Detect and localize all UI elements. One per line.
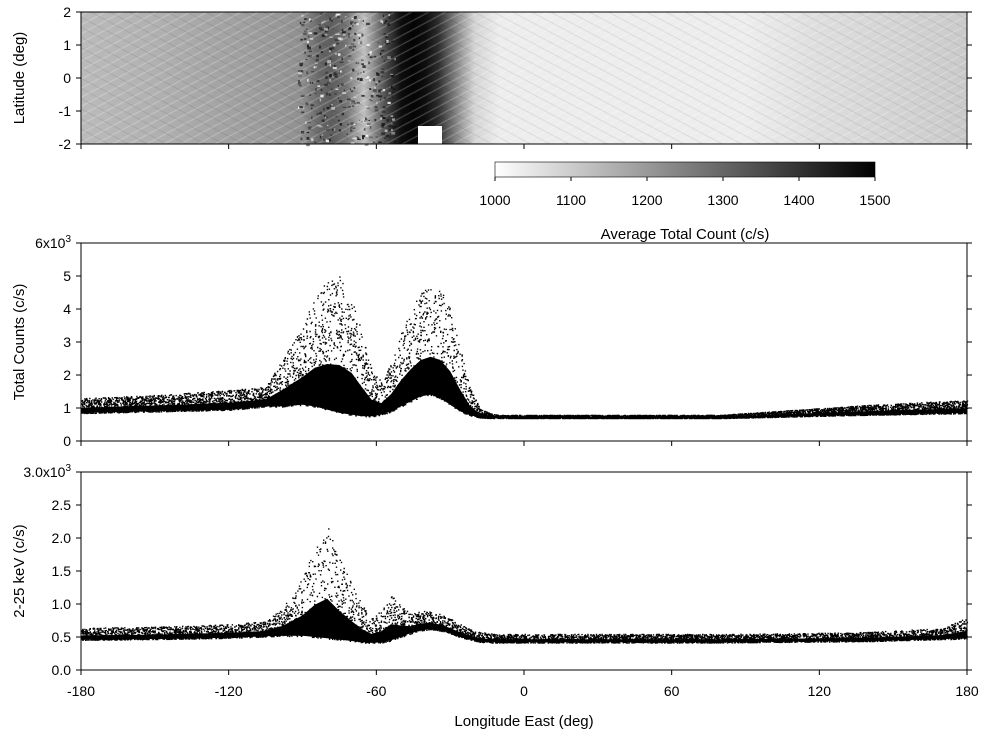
heatmap-y-tick-label: 2	[63, 4, 71, 20]
latitude-heatmap-panel: 2 1 0 -1 -2 Latitude (deg)	[11, 4, 972, 152]
x-tick-label: -120	[215, 683, 243, 699]
total-counts-panel: 0 1 2 3 4 5 6x103 Total Counts (c/s)	[11, 144, 972, 449]
heatmap-y-tick-label: 1	[63, 37, 71, 53]
energy-band-y-tick-label: 3.0x103	[23, 463, 71, 480]
heatmap-y-tick-label: -1	[59, 103, 72, 119]
colorbar-tick-label: 1200	[631, 192, 662, 208]
scatter-points	[81, 528, 968, 644]
total-counts-y-label: Total Counts (c/s)	[11, 284, 28, 401]
x-tick-label: 0	[520, 683, 528, 699]
energy-band-y-label: 2-25 keV (c/s)	[11, 524, 28, 617]
colorbar-tick-label: 1100	[556, 192, 586, 208]
energy-band-y-tick-label: 0.5	[52, 629, 72, 645]
energy-band-y-tick-exponent: 3	[65, 463, 71, 474]
heatmap-y-tick-label: 0	[63, 70, 71, 86]
colorbar-tick-label: 1500	[859, 192, 890, 208]
total-counts-y-tick-label: 0	[63, 433, 71, 449]
total-counts-y-tick-exponent: 3	[65, 234, 71, 245]
energy-band-y-tick-label: 1.0	[52, 596, 72, 612]
energy-band-y-tick-label: 2.0	[52, 530, 72, 546]
colorbar-tick-label: 1400	[783, 192, 814, 208]
colorbar-tick-label: 1000	[479, 192, 510, 208]
energy-band-panel: 0.0 0.5 1.0 1.5 2.0 2.5 3.0x103 -180 -120 -60 0 60…	[11, 463, 979, 730]
energy-band-y-tick-label: 0.0	[52, 662, 72, 678]
total-counts-y-tick-label: 5	[63, 268, 71, 284]
x-axis-label: Longitude East (deg)	[454, 713, 593, 730]
total-counts-y-tick-label: 4	[63, 301, 71, 317]
heatmap-y-label: Latitude (deg)	[11, 32, 28, 125]
energy-band-y-tick-label: 2.5	[52, 497, 72, 513]
energy-band-y-tick-label: 1.5	[52, 563, 72, 579]
colorbar: 1000 1100 1200 1300 1400 1500 Average Total C…	[479, 162, 890, 243]
total-counts-y-tick-label: 6x103	[35, 234, 71, 251]
energy-band-points	[81, 528, 968, 644]
heatmap-texture-2	[81, 12, 967, 144]
x-tick-label: 180	[955, 683, 979, 699]
energy-band-y-axis: 0.0 0.5 1.0 1.5 2.0 2.5 3.0x103	[23, 463, 972, 678]
colorbar-ramp	[495, 162, 875, 177]
total-counts-y-tick-label: 2	[63, 367, 71, 383]
total-counts-y-tick-label: 3	[63, 334, 71, 350]
x-tick-label: 120	[808, 683, 832, 699]
heatmap-data-gap	[418, 126, 442, 144]
scatter-points	[81, 276, 968, 419]
energy-band-x-axis: -180 -120 -60 0 60 120 180	[67, 670, 979, 699]
x-tick-label: -180	[67, 683, 95, 699]
x-tick-label: 60	[664, 683, 680, 699]
colorbar-tick-label: 1300	[707, 192, 738, 208]
x-tick-label: -60	[366, 683, 386, 699]
colorbar-ticks: 1000 1100 1200 1300 1400 1500	[479, 177, 890, 208]
total-counts-y-tick-label: 1	[63, 400, 71, 416]
heatmap-y-tick-label: -2	[59, 136, 72, 152]
colorbar-label: Average Total Count (c/s)	[601, 226, 770, 243]
total-counts-points	[81, 276, 968, 419]
